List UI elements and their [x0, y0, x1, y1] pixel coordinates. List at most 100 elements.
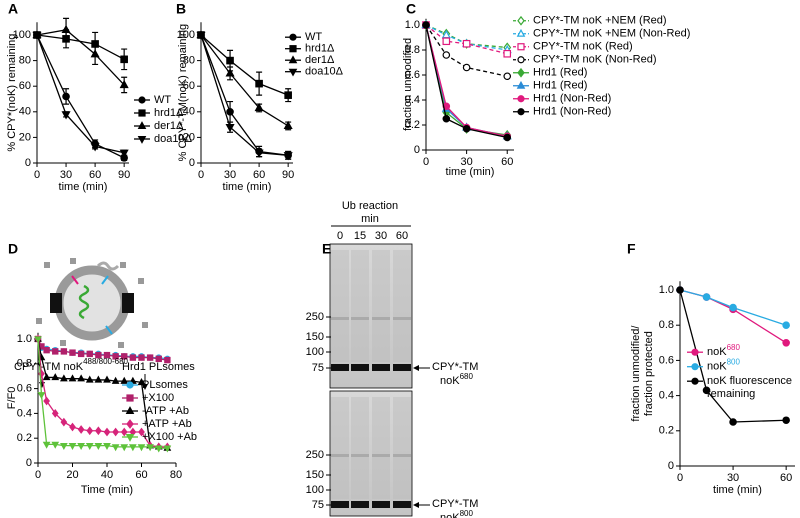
x-tick-label: 60 — [780, 472, 792, 484]
data-point — [138, 427, 145, 437]
series-line — [200, 34, 289, 96]
legend-marker — [288, 55, 298, 64]
data-point — [120, 444, 129, 452]
particle — [36, 318, 42, 324]
legend-marker — [125, 406, 135, 414]
y-tick-label: 0 — [668, 460, 674, 472]
x-tick-label: 30 — [460, 156, 472, 168]
legend-label: der1Δ — [305, 54, 335, 66]
legend-marker — [138, 109, 146, 117]
data-point — [60, 417, 68, 427]
x-tick-label: 60 — [135, 469, 147, 481]
y-axis-label: fraction unmodified — [402, 38, 414, 131]
data-point — [95, 351, 102, 359]
series-line — [425, 24, 508, 77]
mw-marker: 250 — [306, 449, 324, 461]
data-point — [137, 378, 146, 386]
band-arrow-head — [413, 365, 419, 371]
data-point — [462, 63, 471, 72]
data-point — [120, 376, 129, 384]
data-point — [120, 55, 128, 64]
data-point — [103, 375, 111, 383]
series-line — [36, 34, 125, 60]
legend-name: noK — [707, 361, 727, 373]
data-point — [34, 336, 42, 344]
legend-label: -ATP +Ab — [142, 405, 189, 417]
legend-marker — [517, 43, 525, 51]
data-point — [226, 108, 234, 116]
legend-label: hrd1Δ — [305, 43, 335, 55]
mw-marker: 100 — [306, 346, 324, 358]
legend-label: Hrd1 (Red) — [533, 80, 587, 92]
panel-letter: E — [322, 241, 331, 257]
x-tick-label: 60 — [253, 169, 265, 181]
mw-marker: 250 — [306, 311, 324, 323]
data-point — [129, 354, 137, 361]
legend-marker — [126, 419, 134, 429]
legend-marker — [517, 56, 525, 64]
mw-marker: 75 — [312, 362, 324, 374]
data-point — [422, 21, 430, 29]
smear — [393, 397, 411, 499]
legend-label: +X100 +Ab — [142, 431, 197, 443]
y-axis-label: % CPY*(noK) remaining — [6, 34, 18, 152]
legend-label: doa10Δ — [305, 66, 344, 78]
band-label: noK680 — [440, 372, 473, 387]
band-arrow-head — [413, 502, 419, 508]
series-line — [36, 29, 125, 86]
x-tick-label: 40 — [101, 469, 113, 481]
data-point — [119, 79, 129, 89]
panel-letter: F — [627, 241, 636, 257]
y-tick-label: 0 — [25, 157, 31, 169]
data-point — [503, 133, 512, 142]
data-point — [782, 416, 790, 425]
series-line — [425, 24, 508, 51]
series-line — [425, 24, 508, 139]
data-point — [225, 68, 235, 77]
legend-label: der1Δ — [154, 120, 184, 132]
data-point — [77, 425, 85, 434]
panel-letter: C — [406, 1, 416, 17]
series-line — [200, 34, 289, 127]
faint-band — [372, 454, 390, 457]
y-tick-label: 0.4 — [17, 407, 32, 419]
y-tick-label: 0.8 — [17, 358, 32, 370]
x-tick-label: 0 — [423, 156, 429, 168]
data-point — [90, 143, 100, 152]
data-point — [129, 444, 137, 452]
y-tick-label: 0.6 — [659, 354, 674, 366]
data-point — [442, 51, 451, 59]
legend-name: noK — [707, 346, 727, 358]
vesicle — [54, 265, 130, 341]
x-axis-label: time (min) — [59, 181, 108, 193]
data-point — [85, 442, 94, 451]
legend-marker — [137, 136, 147, 144]
legend-marker — [126, 394, 134, 402]
y-tick-label: 0 — [189, 157, 195, 169]
particle — [70, 258, 76, 264]
x-tick-label: 0 — [35, 469, 41, 481]
band-label-sub: noK — [440, 375, 460, 387]
data-point — [137, 444, 146, 452]
data-point — [94, 375, 103, 383]
band — [372, 501, 390, 508]
data-point — [226, 56, 234, 65]
smear — [331, 397, 349, 499]
data-point — [86, 426, 94, 436]
annotation: Hrd1 PLsomes — [122, 361, 195, 373]
data-point — [112, 427, 119, 437]
data-point — [61, 111, 71, 120]
series-line — [425, 24, 508, 49]
y-tick-label: 0.8 — [659, 319, 674, 331]
mw-marker: 75 — [312, 499, 324, 511]
y-tick-label: 100 — [177, 29, 195, 41]
legend-label: CPY*-TM noK +NEM (Non-Red) — [533, 28, 690, 40]
y-tick-label: 80 — [19, 55, 31, 67]
x-tick-label: 60 — [89, 169, 101, 181]
legend-label: hrd1Δ — [154, 107, 184, 119]
mw-marker: 150 — [306, 331, 324, 343]
series-line — [425, 24, 508, 55]
data-point — [69, 349, 76, 356]
legend-marker — [517, 67, 525, 78]
y-tick-label: 0.6 — [405, 69, 420, 81]
